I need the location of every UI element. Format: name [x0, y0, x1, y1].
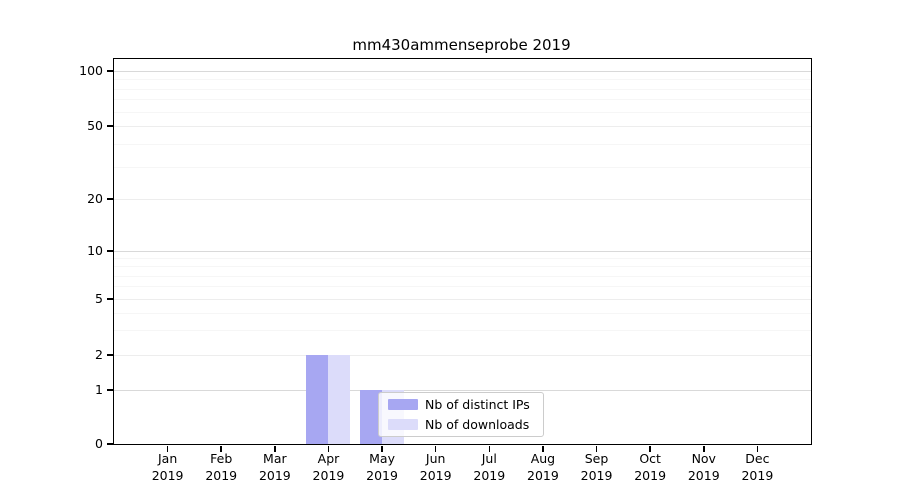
gridline-minor	[114, 258, 811, 260]
month-label: Jul	[481, 451, 497, 466]
x-axis-tick	[542, 446, 544, 452]
x-axis-tick-label: Aug 2019	[513, 451, 573, 484]
month-label: Dec	[745, 451, 770, 466]
legend-label: Nb of downloads	[425, 417, 530, 432]
y-axis-tick	[107, 250, 113, 252]
x-axis-tick-label: Jul 2019	[459, 451, 519, 484]
gridline-major	[114, 299, 811, 300]
x-axis-tick-label: Oct 2019	[620, 451, 680, 484]
year-label: 2019	[741, 467, 774, 483]
x-axis-tick	[649, 446, 651, 452]
month-label: Mar	[263, 451, 287, 466]
gridline-major	[114, 199, 811, 200]
month-label: Feb	[210, 451, 233, 466]
x-axis-tick-label: Apr 2019	[298, 451, 358, 484]
year-label: 2019	[205, 467, 238, 483]
x-axis-tick-label: Dec 2019	[727, 451, 787, 484]
bar-apr-distinct-ips	[306, 355, 329, 444]
y-axis-tick-label: 10	[87, 243, 103, 258]
year-label: 2019	[634, 467, 667, 483]
gridline-major	[114, 71, 811, 72]
gridline-major	[114, 390, 811, 391]
gridline-major	[114, 355, 811, 356]
year-label: 2019	[366, 467, 398, 483]
year-label: 2019	[580, 467, 613, 483]
x-axis-tick-label: Jan 2019	[138, 451, 198, 484]
y-axis-tick	[107, 443, 113, 445]
month-label: Sep	[584, 451, 609, 466]
legend-swatch-icon	[388, 399, 418, 410]
year-label: 2019	[687, 467, 720, 483]
bar-may-distinct-ips	[360, 390, 383, 444]
gridline-major	[114, 126, 811, 127]
gridline-minor	[114, 312, 811, 314]
legend: Nb of distinct IPs Nb of downloads	[378, 392, 544, 437]
year-label: 2019	[312, 467, 345, 483]
legend-item: Nb of downloads	[379, 416, 543, 433]
year-label: 2019	[419, 467, 452, 483]
x-axis-tick-label: Mar 2019	[245, 451, 305, 484]
y-axis-tick	[107, 389, 113, 391]
y-axis-tick-label: 0	[95, 436, 103, 451]
gridline-minor	[114, 88, 811, 90]
y-axis-tick-label: 100	[79, 63, 103, 78]
y-axis-tick-label: 2	[95, 347, 103, 362]
x-axis-tick	[274, 446, 276, 452]
month-label: Oct	[639, 451, 661, 466]
x-axis-tick-label: May 2019	[352, 451, 412, 484]
month-label: Aug	[530, 451, 556, 466]
x-axis-tick	[434, 446, 437, 452]
gridline-minor	[114, 111, 811, 113]
gridline-minor	[114, 286, 811, 288]
y-axis-tick	[107, 70, 113, 72]
month-label: Nov	[691, 451, 716, 466]
y-axis-tick	[107, 354, 113, 356]
gridline-minor	[114, 79, 811, 81]
plot-area: 0 1 2 5 10 20 50 100 Jan 2019 Feb 2019 Mar 2019 Apr 201…	[79, 58, 812, 483]
y-axis-tick-label: 1	[95, 382, 103, 397]
y-axis-tick-label: 5	[95, 291, 103, 306]
month-label: Jun	[425, 451, 446, 466]
x-axis-tick	[166, 446, 169, 452]
legend-item: Nb of distinct IPs	[379, 396, 543, 413]
y-axis-tick	[107, 198, 113, 200]
gridline-major	[114, 251, 811, 252]
bar-apr-downloads	[328, 355, 351, 444]
gridline-minor	[114, 275, 811, 277]
gridline-minor	[114, 99, 811, 101]
x-axis-tick	[381, 446, 383, 452]
y-axis-tick-label: 50	[87, 118, 103, 133]
chart-title: mm430ammenseprobe 2019	[352, 36, 571, 54]
gridline-minor	[114, 143, 811, 145]
x-axis-tick-label: Feb 2019	[191, 451, 251, 484]
y-axis-tick	[107, 298, 113, 300]
year-label: 2019	[258, 467, 291, 483]
x-axis-tick	[756, 446, 759, 452]
y-axis-tick-label: 20	[87, 191, 103, 206]
year-label: 2019	[527, 467, 559, 483]
gridline-minor	[114, 330, 811, 332]
x-axis-tick	[327, 446, 330, 452]
x-axis-tick	[220, 446, 223, 452]
gridline-minor	[114, 266, 811, 268]
x-axis-tick	[488, 446, 491, 452]
gridline-minor	[114, 166, 811, 168]
legend-swatch-icon	[388, 419, 418, 430]
month-label: May	[369, 451, 395, 466]
legend-label: Nb of distinct IPs	[425, 397, 530, 412]
month-label: Jan	[157, 451, 178, 466]
x-axis-tick-label: Jun 2019	[406, 451, 466, 484]
year-label: 2019	[473, 467, 506, 483]
x-axis-tick-label: Nov 2019	[674, 451, 734, 484]
year-label: 2019	[151, 467, 184, 483]
x-axis-tick	[595, 446, 598, 452]
x-axis-tick	[702, 446, 705, 452]
x-axis-tick-label: Sep 2019	[567, 451, 627, 484]
y-axis-tick	[107, 125, 113, 127]
month-label: Apr	[317, 451, 340, 466]
